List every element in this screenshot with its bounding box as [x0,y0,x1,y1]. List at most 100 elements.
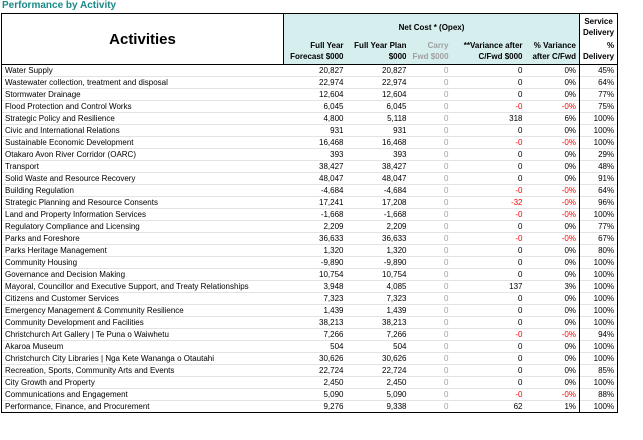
pct-variance-col-header: % Variance after C/Fwd [525,40,580,65]
variance-cell: -0 [451,328,526,341]
delivery-cell: 64% [579,76,619,89]
plan-cell: 504 [346,340,410,353]
activity-cell: Emergency Management & Community Resilie… [1,304,284,317]
activity-cell: Governance and Decision Making [1,268,284,281]
table-row: Regulatory Compliance and Licensing 2,209… [1,220,619,233]
forecast-cell: 38,427 [283,160,347,173]
table-row: Otakaro Avon River Corridor (OARC) 393 393… [1,148,619,161]
activity-cell: Strategic Policy and Resilience [1,112,284,125]
plan-col-header: Full Year Plan $000 [346,40,410,65]
pct-variance-cell: 0% [525,172,580,185]
carry-fwd-cell: 0 [409,88,452,101]
service-delivery-header: Service Delivery [578,13,619,40]
forecast-cell: 393 [283,148,347,161]
activity-cell: Community Development and Facilities [1,316,284,329]
table-row: Christchurch Art Gallery | Te Puna o Wai… [1,328,619,341]
activity-cell: Mayoral, Councillor and Executive Suppor… [1,280,284,293]
plan-cell: 2,209 [346,220,410,233]
activity-cell: Land and Property Information Services [1,208,284,221]
forecast-cell: 5,090 [283,388,347,401]
table-row: City Growth and Property 2,450 2,450 0 0 0% 10… [1,376,619,389]
variance-cell: -0 [451,388,526,401]
variance-cell: 0 [451,88,526,101]
delivery-cell: 45% [579,64,619,77]
variance-cell: -0 [451,100,526,113]
variance-cell: 0 [451,64,526,77]
plan-cell: 10,754 [346,268,410,281]
forecast-cell: 504 [283,340,347,353]
forecast-cell: 7,323 [283,292,347,305]
carry-fwd-col-header: Carry Fwd $000 [409,40,452,65]
activity-cell: Regulatory Compliance and Licensing [1,220,284,233]
table-row: Solid Waste and Resource Recovery 48,047 4… [1,172,619,185]
variance-cell: 0 [451,124,526,137]
activity-cell: City Growth and Property [1,376,284,389]
variance-cell: 318 [451,112,526,125]
pct-variance-cell: 0% [525,244,580,257]
pct-variance-cell: -0% [525,136,580,149]
activity-cell: Community Housing [1,256,284,269]
pct-variance-cell: 3% [525,280,580,293]
plan-cell: 7,323 [346,292,410,305]
plan-cell: 17,208 [346,196,410,209]
variance-cell: 62 [451,400,526,413]
pct-variance-cell: 0% [525,124,580,137]
pct-variance-cell: 0% [525,352,580,365]
variance-cell: 0 [451,292,526,305]
pct-variance-cell: 0% [525,220,580,233]
plan-cell: 7,266 [346,328,410,341]
activity-cell: Christchurch City Libraries | Nga Kete W… [1,352,284,365]
forecast-cell: 1,320 [283,244,347,257]
delivery-cell: 88% [579,388,619,401]
variance-cell: 0 [451,148,526,161]
delivery-cell: 100% [579,268,619,281]
activity-cell: Solid Waste and Resource Recovery [1,172,284,185]
forecast-col-header: Full Year Forecast $000 [283,40,347,65]
carry-fwd-cell: 0 [409,220,452,233]
variance-cell: 0 [451,304,526,317]
carry-fwd-cell: 0 [409,136,452,149]
delivery-cell: 100% [579,292,619,305]
pct-variance-cell: 0% [525,160,580,173]
pct-variance-cell: 0% [525,364,580,377]
table-row: Flood Protection and Control Works 6,045 6… [1,100,619,113]
table-row: Performance, Finance, and Procurement 9,2… [1,400,619,413]
variance-cell: 0 [451,172,526,185]
carry-fwd-cell: 0 [409,364,452,377]
carry-fwd-cell: 0 [409,100,452,113]
carry-fwd-cell: 0 [409,64,452,77]
carry-fwd-cell: 0 [409,172,452,185]
plan-cell: 393 [346,148,410,161]
forecast-cell: 6,045 [283,100,347,113]
carry-fwd-cell: 0 [409,148,452,161]
plan-cell: 4,085 [346,280,410,293]
activity-cell: Performance, Finance, and Procurement [1,400,284,413]
table-row: Community Housing -9,890 -9,890 0 0 0% 100% [1,256,619,269]
forecast-cell: -1,668 [283,208,347,221]
table-row: Recreation, Sports, Community Arts and E… [1,364,619,377]
variance-cell: 0 [451,316,526,329]
forecast-cell: 931 [283,124,347,137]
activities-header: Activities [1,13,284,65]
variance-cell: 0 [451,76,526,89]
pct-variance-cell: 0% [525,64,580,77]
forecast-cell: 38,213 [283,316,347,329]
carry-fwd-cell: 0 [409,376,452,389]
forecast-cell: 30,626 [283,352,347,365]
variance-cell: 137 [451,280,526,293]
activity-cell: Otakaro Avon River Corridor (OARC) [1,148,284,161]
pct-variance-cell: 0% [525,376,580,389]
activity-cell: Parks and Foreshore [1,232,284,245]
plan-cell: -4,684 [346,184,410,197]
carry-fwd-cell: 0 [409,184,452,197]
forecast-cell: 12,604 [283,88,347,101]
table-row: Sustainable Economic Development 16,468 16… [1,136,619,149]
forecast-cell: 17,241 [283,196,347,209]
activity-cell: Sustainable Economic Development [1,136,284,149]
variance-cell: 0 [451,256,526,269]
delivery-cell: 100% [579,136,619,149]
forecast-cell: 22,974 [283,76,347,89]
delivery-cell: 91% [579,172,619,185]
carry-fwd-cell: 0 [409,388,452,401]
table-row: Christchurch City Libraries | Nga Kete W… [1,352,619,365]
